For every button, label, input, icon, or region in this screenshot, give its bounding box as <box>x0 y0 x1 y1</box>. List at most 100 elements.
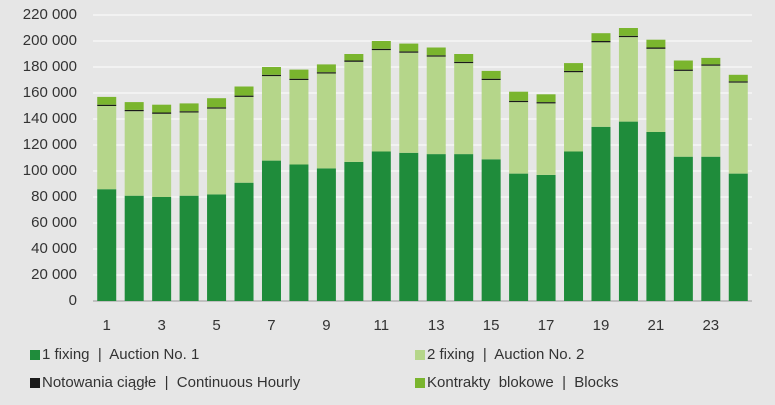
bar-segment <box>344 54 364 61</box>
bar-segment <box>509 100 529 103</box>
bar-segment <box>234 86 254 96</box>
bar-segment <box>673 69 693 71</box>
x-tick-label: 9 <box>322 317 330 334</box>
bar-segment <box>701 64 721 66</box>
bar-segment <box>261 74 281 77</box>
bar-segment <box>591 42 611 127</box>
x-tick-label: 3 <box>157 317 165 334</box>
bar-segment <box>618 28 638 36</box>
bar-segment <box>207 108 227 195</box>
bar-segment <box>591 41 611 43</box>
bar-segment <box>124 111 144 196</box>
bar-segment <box>454 61 474 64</box>
legend-label: 2 fixing | Auction No. 2 <box>427 346 584 363</box>
x-tick-label: 7 <box>267 317 275 334</box>
bar-segment <box>481 70 501 79</box>
bar-segment <box>152 197 172 301</box>
bar-segment <box>564 72 584 152</box>
legend-swatch <box>415 378 425 388</box>
bar-segment <box>179 195 199 301</box>
bar-segment <box>536 174 556 301</box>
bar-segment <box>646 39 666 48</box>
bar-segment <box>536 94 556 103</box>
bar-segment <box>316 64 336 73</box>
bar-segment <box>564 151 584 301</box>
bar-segment <box>564 70 584 73</box>
bar-segment <box>261 76 281 161</box>
legend-swatch <box>30 350 40 360</box>
bar-segment <box>234 96 254 183</box>
bar-segment <box>371 41 391 49</box>
bar-segment <box>618 121 638 301</box>
bar-segment <box>124 195 144 301</box>
bar-segment <box>399 52 419 153</box>
bar-segment <box>289 78 309 80</box>
bar-segment <box>701 65 721 157</box>
y-tick-label: 220 000 <box>23 6 77 23</box>
x-tick-label: 5 <box>212 317 220 334</box>
bar-segment <box>371 50 391 152</box>
y-tick-label: 140 000 <box>23 110 77 127</box>
bar-segment <box>399 51 419 53</box>
bar-segment <box>152 104 172 113</box>
y-tick-label: 200 000 <box>23 32 77 49</box>
bar-segment <box>701 57 721 65</box>
bar-segment <box>316 72 336 74</box>
y-tick-label: 100 000 <box>23 162 77 179</box>
bar-segment <box>728 74 748 82</box>
bar-segment <box>289 164 309 301</box>
bar-segment <box>97 104 117 106</box>
bar-segment <box>536 102 556 104</box>
bar-segment <box>454 63 474 155</box>
y-tick-label: 40 000 <box>31 240 77 257</box>
x-tick-label: 13 <box>428 317 445 334</box>
bar-segment <box>728 173 748 301</box>
bar-segment <box>591 33 611 41</box>
bar-segment <box>426 55 446 57</box>
bar-segment <box>673 60 693 70</box>
bar-segment <box>344 61 364 162</box>
bar-segment <box>179 111 199 113</box>
bar-segment <box>179 112 199 196</box>
bar-segment <box>371 151 391 301</box>
bar-segment <box>509 102 529 174</box>
bar-segment <box>234 95 254 97</box>
bar-segment <box>152 113 172 197</box>
bar-segment <box>426 56 446 155</box>
bar-segment <box>673 156 693 301</box>
bar-segment <box>536 103 556 175</box>
bar-segment <box>564 63 584 71</box>
x-tick-label: 1 <box>103 317 111 334</box>
bar-segment <box>289 69 309 79</box>
bar-segment <box>234 182 254 301</box>
y-tick-label: 80 000 <box>31 188 77 205</box>
bar-segment <box>124 109 144 112</box>
bar-segment <box>344 60 364 62</box>
x-tick-label: 15 <box>483 317 500 334</box>
y-tick-label: 20 000 <box>31 266 77 283</box>
y-tick-label: 60 000 <box>31 214 77 231</box>
legend-label: Notowania ciągłe | Continuous Hourly <box>42 374 301 391</box>
bar-segment <box>399 43 419 52</box>
bar-segment <box>673 70 693 157</box>
bar-segment <box>97 189 117 301</box>
bar-segment <box>426 154 446 301</box>
bar-segment <box>454 154 474 301</box>
bar-segment <box>701 156 721 301</box>
bar-segment <box>618 37 638 122</box>
bar-segment <box>344 161 364 301</box>
bar-segment <box>152 112 172 114</box>
bar-segment <box>207 98 227 108</box>
legend-swatch <box>30 378 40 388</box>
bar-segment <box>371 48 391 51</box>
bar-segment <box>618 35 638 38</box>
bar-segment <box>591 126 611 301</box>
x-tick-label: 11 <box>374 317 390 334</box>
legend-swatch <box>415 350 425 360</box>
bar-segment <box>316 168 336 301</box>
bar-segment <box>207 107 227 109</box>
bar-segment <box>399 152 419 301</box>
bar-segment <box>728 81 748 83</box>
y-tick-label: 0 <box>69 292 77 309</box>
